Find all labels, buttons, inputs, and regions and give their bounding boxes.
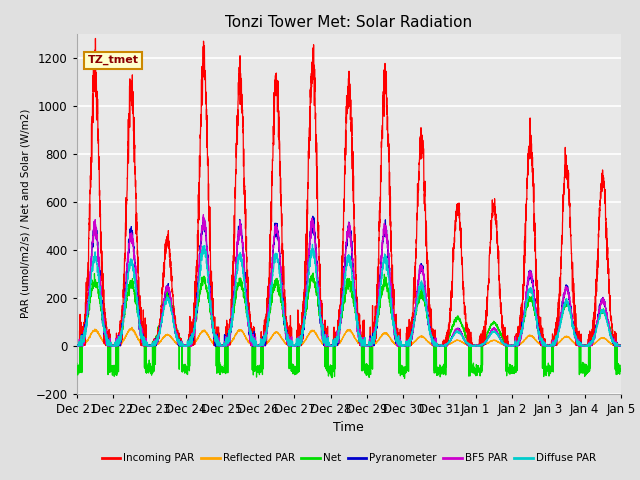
X-axis label: Time: Time (333, 421, 364, 434)
Y-axis label: PAR (umol/m2/s) / Net and Solar (W/m2): PAR (umol/m2/s) / Net and Solar (W/m2) (20, 109, 30, 318)
Text: TZ_tmet: TZ_tmet (88, 55, 139, 65)
Title: Tonzi Tower Met: Solar Radiation: Tonzi Tower Met: Solar Radiation (225, 15, 472, 30)
Legend: Incoming PAR, Reflected PAR, Net, Pyranometer, BF5 PAR, Diffuse PAR: Incoming PAR, Reflected PAR, Net, Pyrano… (97, 449, 600, 468)
